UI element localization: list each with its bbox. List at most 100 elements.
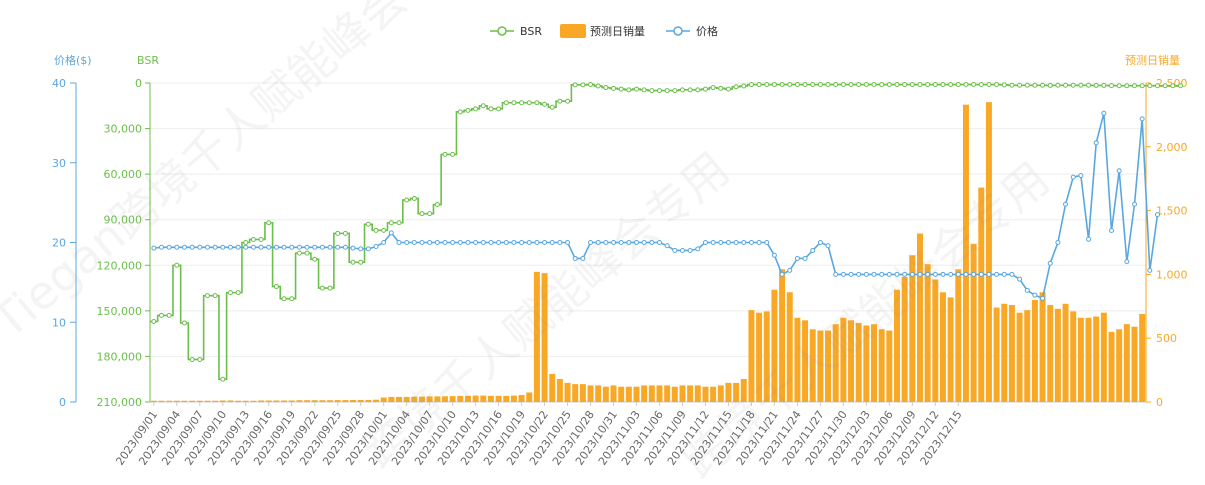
price-point [373,243,379,249]
sales-bar [878,329,885,402]
sales-bar [418,396,425,402]
bsr-point [273,284,279,290]
bsr-point [787,82,793,88]
price-tick-label: 30 [52,157,66,170]
sales-bar [817,330,824,402]
bsr-point [526,100,532,106]
bsr-tick-label: 150,000 [97,305,143,318]
price-point [1132,201,1138,207]
sales-bar [702,386,709,402]
bsr-point [1032,82,1038,88]
sales-bar [556,379,563,402]
price-point [986,271,992,277]
sales-bar [733,382,740,402]
bsr-point [266,220,272,226]
bsr-point [450,151,456,157]
bsr-point [856,82,862,88]
bsr-point [319,285,325,291]
price-point [672,247,678,253]
price-point [442,240,448,245]
price-point [756,240,762,245]
sales-bar [794,317,801,402]
sales-bar [319,400,326,402]
bsr-point [289,296,295,302]
sales-bar [786,292,793,402]
sales-bar [610,385,617,402]
sales-bar [932,279,939,402]
sales-bar [487,395,494,402]
watermark-text: 跨境千人赋能峰会专用 [352,141,739,478]
price-point [848,271,854,277]
bsr-point [840,82,846,88]
price-point [480,240,486,245]
price-series [151,110,1160,301]
bsr-point [1078,82,1084,88]
legend-item-BSR[interactable]: BSR [490,25,542,38]
price-point [250,244,256,250]
price-point [595,240,601,245]
price-point [281,244,287,250]
bsr-point [626,87,632,93]
sales-tick-label: 0 [1156,396,1163,409]
sales-bar [771,289,778,402]
legend-item-预测日销量[interactable]: 预测日销量 [560,24,645,38]
bsr-point [549,104,555,110]
x-axis-labels: 2023/09/012023/09/042023/09/072023/09/10… [113,402,965,468]
sales-bar [710,386,717,402]
sales-bar [1100,312,1107,402]
bsr-point [886,82,892,88]
bsr-point [1063,82,1069,88]
sales-bar [1077,317,1084,402]
price-point [634,240,640,245]
bsr-point [764,82,770,88]
sales-bar [258,400,265,402]
sales-bar [296,400,303,402]
sales-bar [756,312,763,402]
legend[interactable]: BSR 预测日销量 价格 [490,24,718,38]
bsr-point [1109,83,1115,89]
sales-bar [1039,292,1046,402]
price-point [1101,110,1107,116]
price-point [879,271,885,277]
bsr-point [986,82,992,88]
bsr-point [725,86,731,92]
price-point [427,240,433,245]
bsr-point [802,82,808,88]
price-point [151,245,157,251]
bsr-point [151,318,157,324]
sales-bar [533,271,540,402]
sales-bar [1116,329,1123,402]
price-point [511,240,517,245]
bsr-point [358,259,364,265]
bsr-point [1047,82,1053,88]
price-point [1154,212,1160,218]
price-point [342,244,348,250]
bsr-point [940,82,946,88]
sales-bar [725,382,732,402]
bsr-tick-label: 180,000 [97,350,143,363]
bsr-point [212,293,218,299]
legend-item-价格[interactable]: 价格 [666,24,718,38]
bsr-point [419,211,425,217]
bsr-point [258,236,264,242]
sales-bar [1123,324,1130,402]
sales-bar [495,395,502,402]
bsr-point [687,87,693,93]
price-point [618,240,624,245]
bsr-tick-label: 210,000 [97,396,143,409]
price-point [932,271,938,277]
bsr-point [733,84,739,90]
sales-bar [863,325,870,402]
bsr-point [641,87,647,93]
bsr-point [174,262,180,268]
sales-bar [579,384,586,402]
price-point [534,240,540,245]
price-point [388,230,394,236]
bsr-series [150,82,1183,382]
bsr-point [1055,82,1061,88]
sales-bar [985,102,992,402]
sales-bar [265,400,272,402]
bsr-point [411,195,417,201]
bsr-point [817,82,823,88]
sales-bar [748,310,755,402]
